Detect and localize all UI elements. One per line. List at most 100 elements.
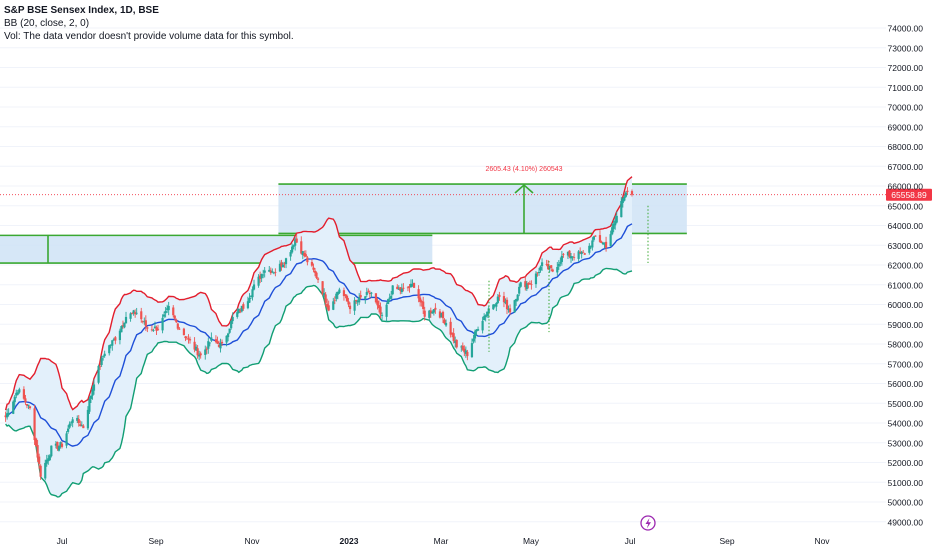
candle-body	[102, 356, 105, 358]
candle	[566, 251, 570, 260]
candle-body	[568, 250, 571, 257]
x-tick-label: Nov	[814, 536, 830, 546]
candle	[580, 250, 583, 259]
candle-body	[284, 258, 288, 265]
candle	[336, 291, 339, 300]
candle-body	[365, 291, 368, 295]
candle	[44, 459, 47, 481]
candle-body	[310, 261, 314, 266]
bb-fill	[5, 176, 633, 497]
candle	[313, 267, 317, 277]
candle-body	[68, 423, 71, 428]
candle-body	[289, 252, 292, 257]
candle-body	[441, 311, 445, 319]
candle	[571, 256, 574, 261]
candle-body	[100, 357, 103, 365]
candle-body	[347, 301, 350, 305]
candle-body	[292, 245, 295, 247]
y-tick-label: 74000.00	[888, 24, 924, 34]
candle	[374, 293, 378, 304]
candle	[460, 345, 463, 352]
candle-body	[451, 332, 454, 335]
candle	[315, 271, 318, 280]
candle-body	[114, 337, 117, 341]
candle-body	[377, 305, 381, 309]
last-price-badge	[886, 188, 932, 201]
candle	[33, 404, 36, 445]
candle-body	[348, 305, 352, 310]
candle-body	[327, 305, 330, 311]
candle-body	[390, 295, 393, 299]
candle	[534, 271, 538, 288]
candle-body	[508, 308, 512, 313]
candle	[219, 338, 222, 353]
candle-body	[483, 316, 486, 321]
candle-body	[353, 300, 356, 311]
candle	[92, 379, 96, 395]
candle	[124, 311, 128, 324]
candle-body	[466, 351, 469, 357]
candle-body	[7, 412, 10, 415]
candle	[431, 310, 434, 314]
candle	[97, 364, 100, 385]
candle	[604, 236, 608, 252]
candle-body	[562, 253, 565, 255]
candle	[220, 339, 224, 346]
candle-body	[493, 304, 496, 307]
candle-body	[166, 308, 169, 310]
candle	[129, 312, 132, 322]
bb-lower-line	[5, 267, 633, 498]
candle	[236, 308, 239, 319]
candle	[262, 269, 265, 279]
candle-body	[370, 292, 373, 294]
candle-body	[411, 284, 414, 286]
candle-body	[376, 300, 379, 306]
candle	[227, 332, 230, 342]
candle	[324, 291, 327, 307]
candle	[493, 303, 496, 308]
candle	[316, 277, 320, 283]
annotations: 2605.43 (4.10%) 260543 65558.89	[0, 166, 932, 531]
candle-body	[178, 328, 181, 330]
candle-body	[463, 348, 466, 353]
candle	[412, 282, 416, 288]
candle	[36, 439, 39, 462]
candle-body	[103, 353, 106, 357]
candle	[591, 237, 594, 251]
candle	[391, 285, 394, 296]
x-tick-label: 2023	[340, 536, 359, 546]
candle-body	[364, 296, 367, 300]
candle-body	[525, 283, 528, 290]
y-tick-label: 65000.00	[888, 201, 924, 211]
candle-body	[187, 338, 190, 340]
candle-body	[45, 459, 48, 464]
candle-body	[540, 262, 544, 267]
candle-body	[548, 266, 551, 269]
candle	[152, 328, 155, 332]
candle	[240, 305, 243, 313]
candle-body	[333, 299, 336, 301]
candle	[559, 257, 562, 267]
candle	[199, 351, 202, 359]
candle-body	[566, 251, 570, 256]
candle-body	[550, 265, 553, 268]
candle-body	[204, 349, 207, 355]
candle-body	[582, 251, 585, 253]
candle	[22, 386, 25, 400]
legend-indicator[interactable]: BB (20, close, 2, 0)	[4, 18, 90, 29]
measure-arrow-head	[514, 183, 534, 194]
candle	[121, 320, 125, 329]
candle-body	[440, 313, 443, 318]
candle	[473, 329, 477, 343]
candle-body	[80, 425, 83, 427]
candle	[466, 349, 469, 361]
candle-body	[571, 256, 574, 258]
candle-body	[507, 309, 510, 310]
legend-volume-note: Vol: The data vendor doesn't provide vol…	[4, 31, 294, 42]
candle-body	[326, 303, 329, 308]
candle-body	[214, 339, 218, 342]
legend-title[interactable]: S&P BSE Sensex Index, 1D, BSE	[4, 5, 159, 16]
candle-body	[504, 301, 507, 304]
